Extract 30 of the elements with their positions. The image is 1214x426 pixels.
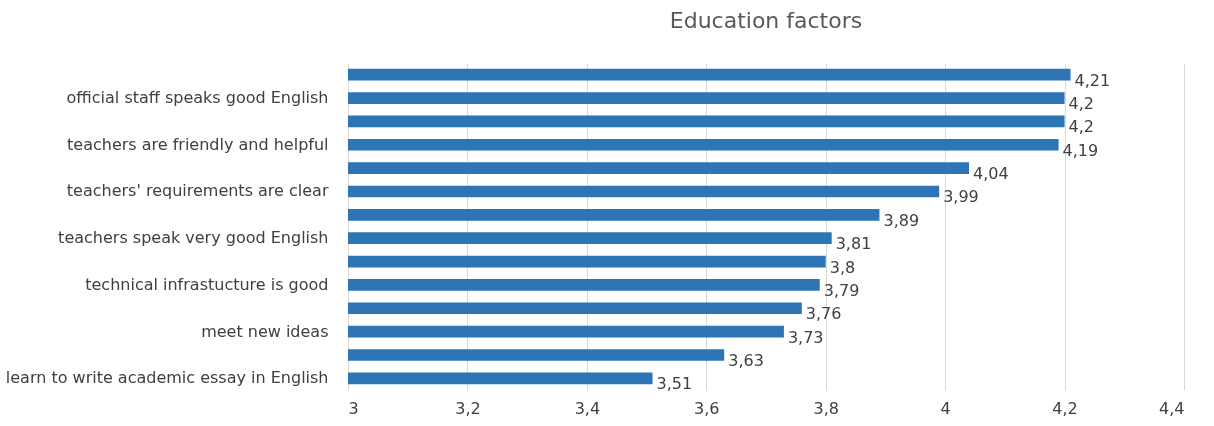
data-label: 4,2 [1068,117,1095,137]
y-tick-label: teachers are friendly and helpful [67,134,329,154]
x-tick-label: 4 [940,398,951,418]
data-label: 3,51 [656,374,693,394]
data-label: 3,79 [823,280,860,300]
chart-title: Education factors [669,8,863,33]
data-label: 3,8 [829,257,856,277]
y-tick-label: teachers' requirements are clear [66,181,329,201]
y-tick-label: official staff speaks good English [66,88,329,108]
data-label: 3,73 [787,327,824,347]
y-tick-label: learn to write academic essay in English [5,368,329,388]
data-label: 3,63 [728,350,764,370]
x-tick-label: 3 [348,398,359,418]
x-tick-label: 4,2 [1052,398,1078,418]
x-tick-label: 4,4 [1159,398,1185,418]
data-label: 4,19 [1062,140,1099,160]
data-label: 3,81 [835,234,872,254]
y-tick-label: technical infrastucture is good [85,274,329,294]
data-label: 4,21 [1074,70,1111,90]
y-tick-label: meet new ideas [201,321,329,341]
data-label: 4,04 [973,164,1009,184]
data-label: 4,2 [1068,94,1095,114]
data-label: 3,99 [943,187,979,207]
data-label: 3,76 [805,304,842,324]
x-tick-label: 3,8 [813,398,839,418]
data-label: 3,89 [883,210,920,230]
x-tick-label: 3,4 [574,398,601,418]
y-tick-label: teachers speak very good English [58,228,329,248]
x-tick-label: 3,6 [694,398,720,418]
x-tick-label: 3,2 [455,398,481,418]
